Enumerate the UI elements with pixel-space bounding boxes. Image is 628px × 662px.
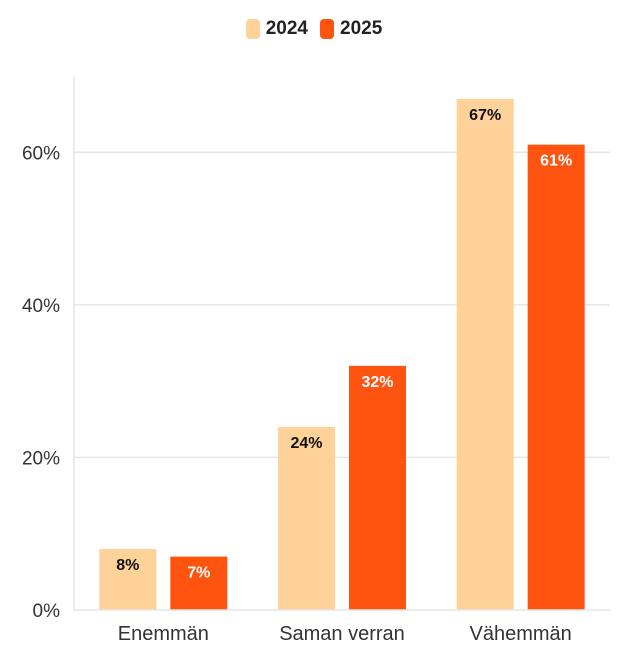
- bar-2025-2: [527, 144, 585, 610]
- legend-swatch-2025: [320, 19, 334, 39]
- legend-label-2024: 2024: [265, 18, 308, 39]
- bar-2024-0: [99, 548, 157, 610]
- x-tick-label: Enemmän: [118, 623, 209, 645]
- y-tick-label: 20%: [22, 448, 60, 469]
- data-label: 32%: [361, 374, 393, 391]
- bar-2024-2: [456, 98, 514, 610]
- bar-2025-0: [170, 556, 228, 610]
- legend-swatch-2024: [245, 19, 260, 39]
- data-label: 24%: [290, 435, 322, 452]
- legend: 2024 2025: [0, 18, 628, 40]
- data-label: 61%: [540, 153, 572, 170]
- x-tick-label: Saman verran: [279, 623, 405, 645]
- data-label: 67%: [469, 107, 501, 124]
- y-tick-label: 0%: [33, 601, 61, 622]
- legend-item-2024: 2024: [245, 18, 308, 40]
- bar-2025-1: [349, 365, 406, 610]
- y-tick-label: 60%: [22, 143, 60, 164]
- data-label: 8%: [116, 557, 139, 574]
- y-tick-label: 40%: [22, 296, 60, 317]
- x-tick-label: Vähemmän: [470, 623, 572, 645]
- data-label: 7%: [187, 565, 210, 582]
- bar-2024-1: [278, 426, 335, 610]
- legend-label-2025: 2025: [340, 18, 383, 39]
- legend-item-2025: 2025: [320, 18, 382, 40]
